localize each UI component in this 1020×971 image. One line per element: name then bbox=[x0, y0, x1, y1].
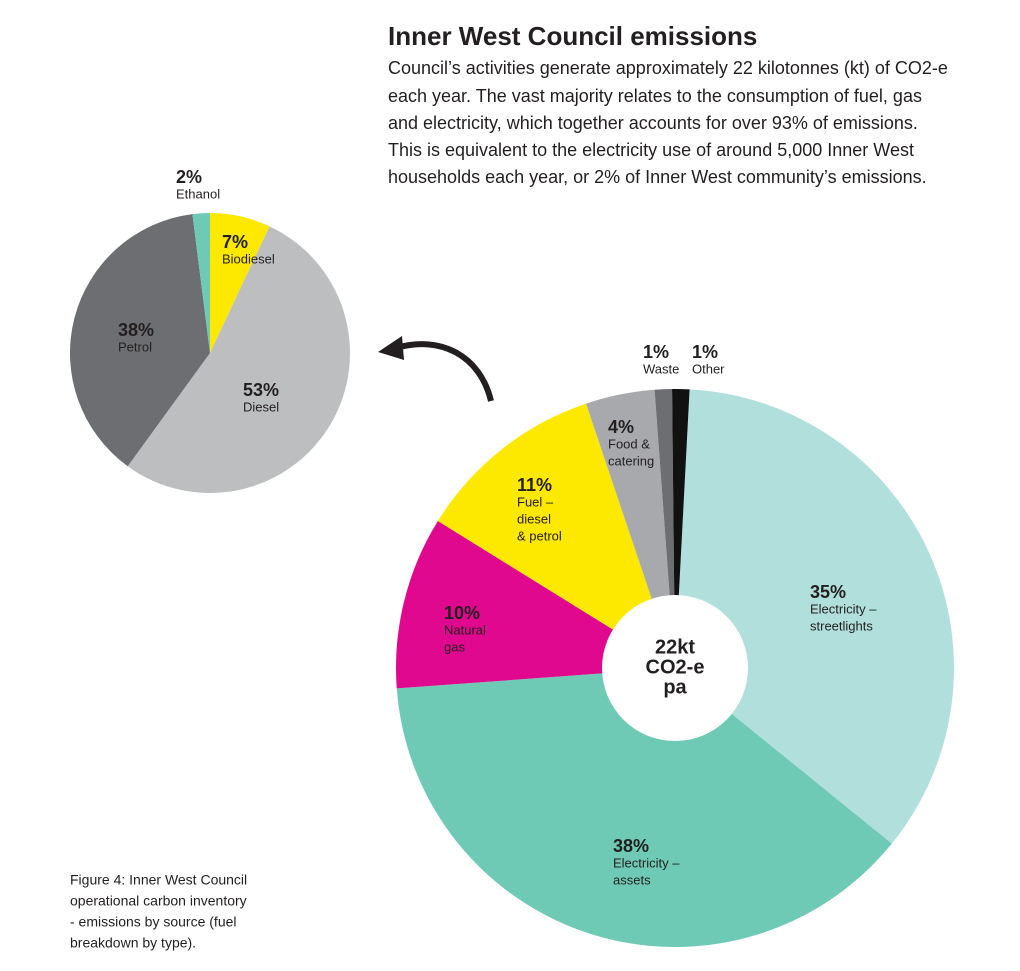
value-label: 2% bbox=[176, 167, 202, 187]
slice-label: Ethanol bbox=[176, 186, 220, 201]
value-label: 53% bbox=[243, 380, 279, 400]
center-label: CO2-e bbox=[646, 656, 705, 678]
title: Inner West Council emissions bbox=[388, 21, 757, 51]
slice-label: streetlights bbox=[810, 618, 873, 633]
slice-label: catering bbox=[608, 453, 654, 468]
value-label: 1% bbox=[692, 342, 718, 362]
pie-slice bbox=[127, 226, 350, 493]
slice-label: Fuel – bbox=[517, 494, 554, 509]
description-line: households each year, or 2% of Inner Wes… bbox=[388, 167, 927, 187]
value-label: 10% bbox=[444, 603, 480, 623]
pie-slice bbox=[210, 213, 270, 353]
slice-label: gas bbox=[444, 639, 465, 654]
description-line: This is equivalent to the electricity us… bbox=[388, 140, 914, 160]
description-line: and electricity, which together accounts… bbox=[388, 113, 918, 133]
description-line: each year. The vast majority relates to … bbox=[388, 86, 922, 106]
value-label: 7% bbox=[222, 232, 248, 252]
slice-label: Electricity – bbox=[810, 601, 877, 616]
pie-slice bbox=[437, 403, 675, 668]
slice-label: Diesel bbox=[243, 399, 279, 414]
donut-hole bbox=[602, 595, 748, 741]
slice-label: Petrol bbox=[118, 339, 152, 354]
slice-label: Electricity – bbox=[613, 855, 680, 870]
center-label: pa bbox=[663, 676, 687, 698]
slice-label: & petrol bbox=[517, 528, 562, 543]
slice-label: Other bbox=[692, 361, 725, 376]
value-label: 38% bbox=[118, 320, 154, 340]
pie-slice bbox=[192, 213, 210, 353]
slice-label: Food & bbox=[608, 436, 650, 451]
pie-slice bbox=[675, 389, 954, 844]
description-line: Council’s activities generate approximat… bbox=[388, 58, 948, 78]
center-label: 22kt bbox=[655, 636, 695, 658]
slice-label: Natural bbox=[444, 622, 486, 637]
slice-label: Waste bbox=[643, 361, 679, 376]
arrow bbox=[395, 341, 494, 402]
value-label: 35% bbox=[810, 582, 846, 602]
pie-slice bbox=[586, 389, 675, 668]
value-label: 11% bbox=[517, 475, 552, 495]
value-label: 38% bbox=[613, 836, 649, 856]
slice-label: assets bbox=[613, 872, 651, 887]
slice-label: Biodiesel bbox=[222, 251, 275, 266]
pie-slice bbox=[69, 214, 210, 467]
caption-line: Figure 4: Inner West Council bbox=[70, 872, 247, 888]
value-label: 1% bbox=[643, 342, 669, 362]
caption-line: operational carbon inventory bbox=[70, 893, 247, 909]
value-label: 4% bbox=[608, 417, 634, 437]
arrow-head bbox=[378, 336, 404, 360]
caption-line: breakdown by type). bbox=[70, 935, 196, 951]
caption-line: - emissions by source (fuel bbox=[70, 914, 237, 930]
slice-label: diesel bbox=[517, 511, 551, 526]
pie-slice bbox=[396, 668, 892, 947]
